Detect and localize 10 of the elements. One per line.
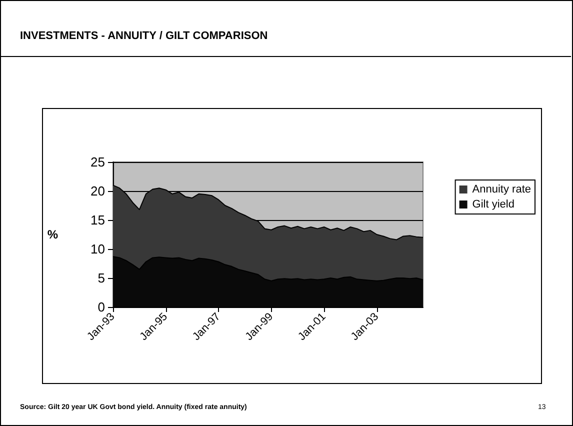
- chart-title: INVESTMENTS - ANNUITY / GILT COMPARISON: [20, 30, 268, 42]
- y-tick-label: 25: [90, 154, 105, 170]
- y-tick-label: 5: [98, 270, 105, 286]
- legend-label: Gilt yield: [472, 198, 514, 210]
- y-tick-label: 0: [98, 300, 105, 314]
- y-axis-title: %: [47, 228, 58, 242]
- y-tick-label: 15: [90, 212, 105, 228]
- y-tick-label: 10: [90, 242, 105, 256]
- legend-label: Annuity rate: [472, 184, 531, 196]
- y-tick-label: 20: [90, 184, 105, 198]
